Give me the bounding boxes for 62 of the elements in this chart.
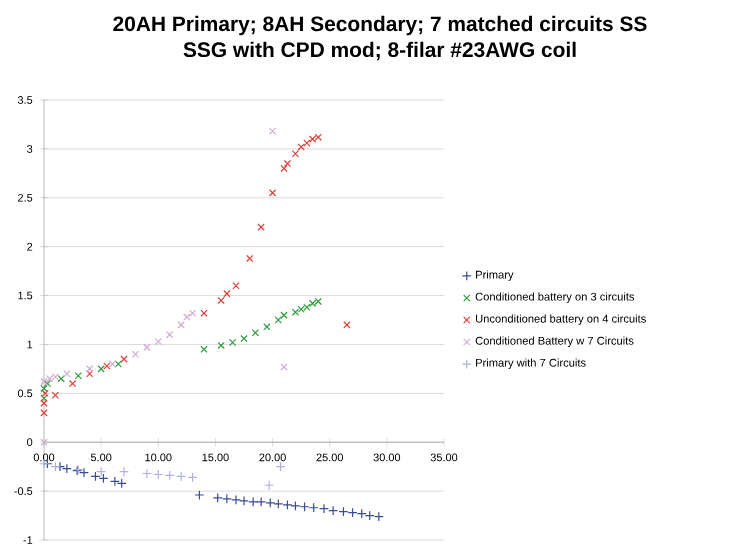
point [108, 360, 117, 368]
point [103, 362, 111, 370]
point [40, 399, 48, 407]
point [268, 127, 277, 135]
point [200, 309, 208, 317]
point [51, 373, 60, 381]
point [176, 471, 187, 482]
point [246, 254, 254, 263]
point [291, 308, 300, 316]
point [314, 133, 322, 141]
point [268, 189, 277, 197]
point [264, 480, 275, 491]
point [223, 289, 231, 298]
point [248, 496, 259, 507]
point [328, 505, 339, 516]
point [188, 309, 197, 317]
point [40, 438, 48, 446]
point [231, 494, 241, 505]
point [143, 343, 151, 352]
point [283, 159, 292, 168]
point [308, 299, 317, 308]
point [141, 468, 152, 479]
point [217, 341, 225, 350]
point [228, 338, 237, 347]
point [154, 337, 162, 346]
point [109, 476, 120, 487]
point [251, 329, 260, 337]
point [68, 379, 77, 388]
point [308, 135, 317, 143]
point [303, 139, 311, 147]
point [256, 496, 267, 507]
point [221, 493, 232, 504]
point [86, 365, 94, 373]
point [373, 511, 384, 522]
chart-title: 20AH Primary; 8AH Secondary; 7 matched circuits SS SSG with CPD mod; 8-filar #23AWG coil [113, 15, 647, 61]
point [61, 463, 72, 474]
point [96, 466, 107, 477]
point [55, 461, 65, 472]
point [314, 297, 322, 306]
point [274, 316, 282, 324]
point [297, 305, 305, 313]
point [217, 296, 225, 305]
point [194, 490, 205, 501]
point [79, 467, 89, 478]
point [232, 282, 240, 290]
point [40, 409, 48, 417]
point [212, 492, 223, 503]
point [240, 334, 248, 343]
point [291, 150, 300, 158]
point [57, 374, 65, 383]
point [280, 164, 288, 173]
point [40, 384, 48, 393]
point [183, 313, 191, 321]
point [114, 360, 122, 368]
point [303, 303, 311, 311]
point [319, 503, 329, 514]
point [131, 350, 140, 358]
point [120, 355, 128, 363]
point [119, 466, 129, 477]
point [239, 495, 249, 506]
point [200, 345, 208, 354]
point [280, 311, 288, 319]
